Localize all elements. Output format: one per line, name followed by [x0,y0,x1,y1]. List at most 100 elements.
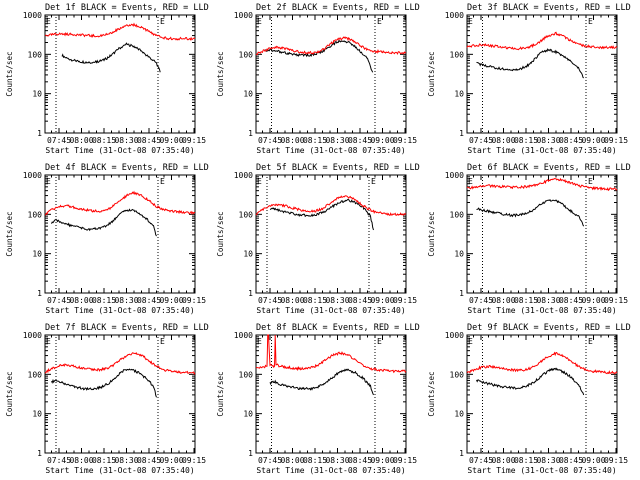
plot-frame [255,174,407,294]
marker-label: E [46,17,51,26]
x-tick-label: 07:45 [47,136,71,145]
y-axis-label: Counts/sec [427,211,436,256]
x-axis-label: Start Time (31-Oct-08 07:35:40) [45,146,194,155]
events-series-line [476,367,585,396]
x-tick-label: 09:15 [393,136,417,145]
y-tick-label: 1 [37,129,42,138]
events-series-line [269,198,374,231]
y-tick-label: 100 [450,370,465,379]
y-axis-label: Counts/sec [5,211,14,256]
y-tick-label: 1000 [234,331,253,340]
y-tick-label: 100 [28,210,43,219]
detector-plot-3: Det 3f BLACK = Events, RED = LLD Counts/s… [427,3,631,155]
x-axis-label: Start Time (31-Oct-08 07:35:40) [256,306,405,315]
marker-label: E [160,337,165,346]
detector-plot-1: Det 1f BLACK = Events, RED = LLD Counts/s… [5,3,209,155]
y-tick-label: 100 [239,210,254,219]
marker-label: E [588,337,593,346]
x-tick-label: 08:30 [114,296,138,305]
y-tick-label: 1 [459,129,464,138]
plot-title: Det 2f BLACK = Events, RED = LLD [256,3,420,13]
x-tick-label: 08:45 [559,456,583,465]
plot-frame [466,174,618,294]
detector-plot-4: Det 4f BLACK = Events, RED = LLD Counts/s… [5,163,209,315]
lld-series-line [44,352,196,375]
plot-title: Det 3f BLACK = Events, RED = LLD [467,3,631,13]
x-tick-label: 07:45 [47,296,71,305]
y-axis-label: Counts/sec [216,371,225,416]
marker-label: E [46,337,51,346]
x-tick-label: 09:00 [581,296,605,305]
y-tick-label: 10 [243,90,253,99]
marker-label: E [468,337,473,346]
y-tick-label: 100 [239,370,254,379]
x-tick-label: 09:15 [182,136,206,145]
plot-title: Det 4f BLACK = Events, RED = LLD [45,163,209,173]
x-tick-label: 08:00 [69,296,93,305]
x-tick-label: 09:15 [604,136,628,145]
detector-plot-7: Det 7f BLACK = Events, RED = LLD Counts/s… [5,323,209,475]
y-tick-label: 10 [243,410,253,419]
marker-label: E [160,17,165,26]
x-tick-label: 08:15 [514,136,538,145]
x-tick-label: 08:00 [491,136,515,145]
y-tick-label: 1 [248,289,253,298]
y-tick-label: 10 [454,410,464,419]
plot-title: Det 1f BLACK = Events, RED = LLD [45,3,209,13]
y-tick-label: 1 [248,449,253,458]
x-tick-label: 08:00 [280,296,304,305]
y-tick-label: 1 [37,289,42,298]
y-axis-label: Counts/sec [427,51,436,96]
marker-label: E [257,177,262,186]
x-tick-label: 08:00 [491,296,515,305]
x-tick-label: 08:15 [303,136,327,145]
x-tick-label: 08:30 [536,456,560,465]
x-tick-label: 07:45 [258,136,282,145]
x-tick-label: 07:45 [469,456,493,465]
y-tick-label: 100 [450,50,465,59]
marker-label: E [371,177,376,186]
x-axis-label: Start Time (31-Oct-08 07:35:40) [467,306,616,315]
x-tick-label: 08:30 [114,456,138,465]
detector-plot-8: Det 8f BLACK = Events, RED = LLD Counts/s… [216,323,420,475]
plot-frame [44,14,196,134]
y-tick-label: 1 [459,289,464,298]
events-series-line [61,42,161,73]
x-tick-label: 08:00 [69,456,93,465]
x-tick-label: 09:15 [182,296,206,305]
plot-frame [44,334,196,454]
x-tick-label: 08:45 [559,296,583,305]
x-tick-label: 09:15 [604,296,628,305]
lld-series-line [255,195,407,216]
y-tick-label: 1000 [23,331,42,340]
x-tick-label: 09:15 [393,456,417,465]
x-axis-label: Start Time (31-Oct-08 07:35:40) [467,146,616,155]
plot-title: Det 8f BLACK = Events, RED = LLD [256,323,420,333]
x-tick-label: 08:45 [348,296,372,305]
y-axis-label: Counts/sec [216,211,225,256]
x-tick-label: 08:30 [325,136,349,145]
plot-frame [255,14,407,134]
x-tick-label: 08:00 [280,456,304,465]
x-tick-label: 08:00 [491,456,515,465]
y-tick-label: 1000 [23,11,42,20]
x-tick-label: 08:30 [536,296,560,305]
plot-frame [466,14,618,134]
x-axis-label: Start Time (31-Oct-08 07:35:40) [45,306,194,315]
plot-title: Det 5f BLACK = Events, RED = LLD [256,163,420,173]
x-tick-label: 09:00 [159,456,183,465]
x-tick-label: 09:15 [393,296,417,305]
marker-label: E [160,177,165,186]
x-tick-label: 09:00 [159,296,183,305]
y-axis-label: Counts/sec [216,51,225,96]
x-tick-label: 09:00 [370,456,394,465]
y-tick-label: 10 [454,90,464,99]
marker-label: E [468,17,473,26]
y-axis-label: Counts/sec [5,371,14,416]
y-tick-label: 1000 [234,171,253,180]
detector-plot-6: Det 6f BLACK = Events, RED = LLD Counts/s… [427,163,631,315]
events-series-line [51,368,157,398]
y-tick-label: 1 [248,129,253,138]
x-tick-label: 09:15 [182,456,206,465]
